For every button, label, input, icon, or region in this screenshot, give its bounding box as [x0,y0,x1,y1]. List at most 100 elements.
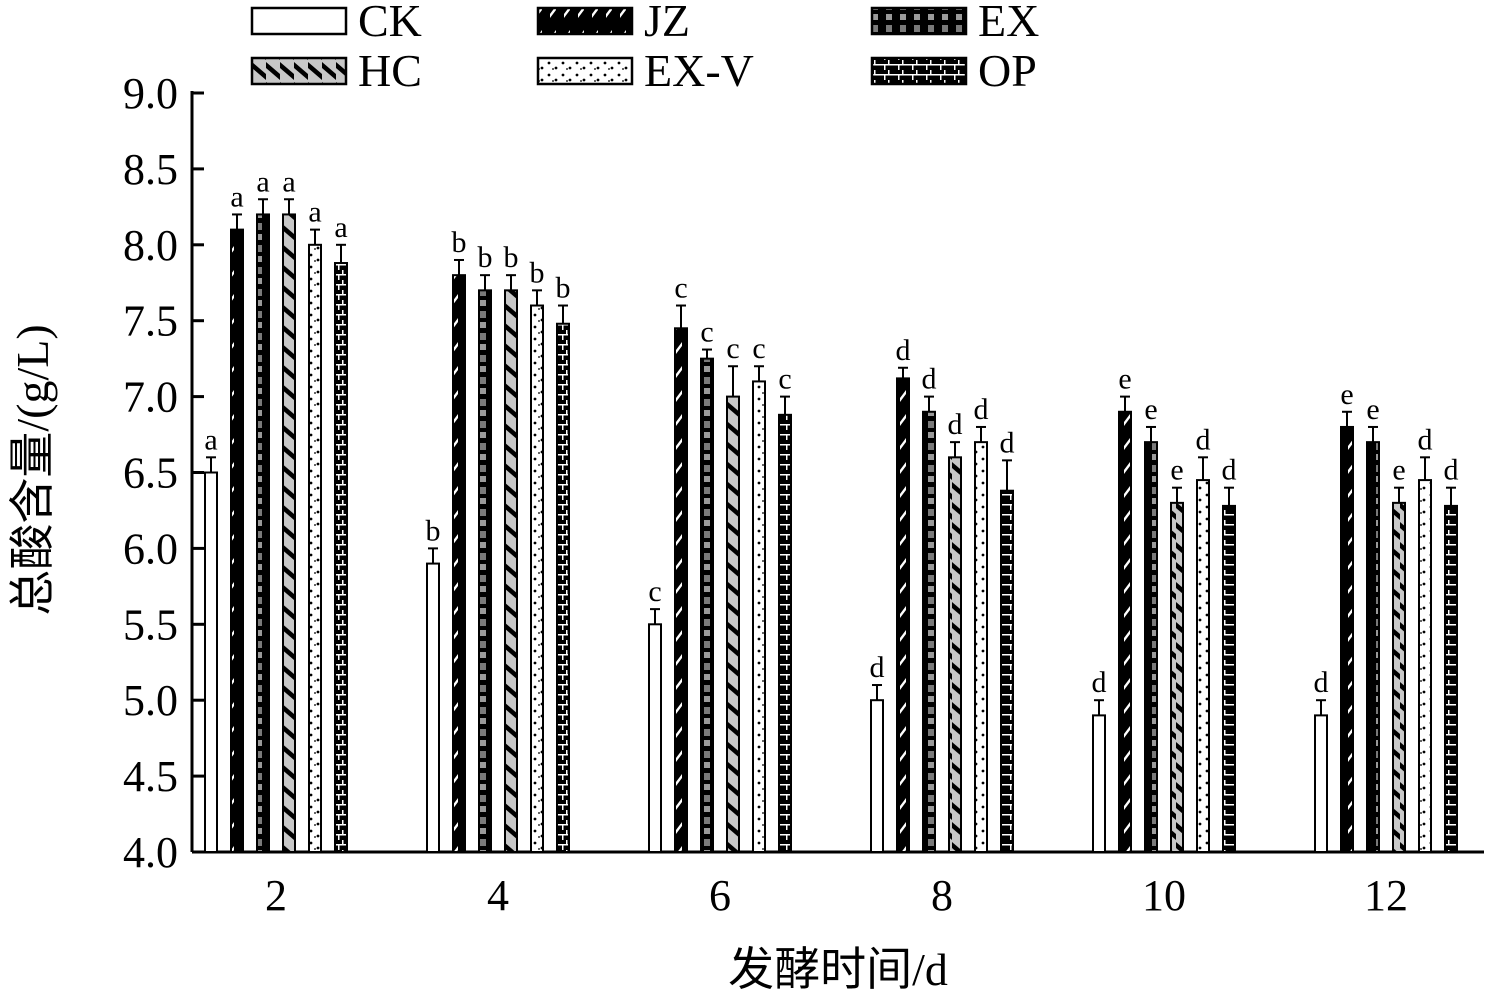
legend-label-ck: CK [358,0,422,46]
significance-label: e [1366,393,1379,426]
significance-label: a [230,180,243,213]
x-axis: 2 4 6 8 10 12 [192,850,1484,920]
significance-label: a [282,165,295,198]
bar-ex-v-8 [974,441,988,853]
y-tick-label: 6.0 [123,524,178,573]
x-tick-label: 6 [709,871,731,920]
bar-op-8 [1000,489,1014,853]
bar-op-4 [556,322,570,853]
legend-swatch-hc [250,56,348,86]
bar-hc-6 [726,395,740,853]
legend-swatch-ck [250,6,348,36]
y-tick-label: 8.0 [123,221,178,270]
bar-ck-12 [1314,714,1328,853]
bar-hc-4 [504,289,518,853]
legend-swatch-jz [536,6,634,36]
y-tick-label: 7.0 [123,373,178,422]
x-tick-label: 4 [487,871,509,920]
significance-label: d [974,393,989,426]
y-axis: 4.0 4.5 5.0 5.5 6.0 6.5 7.0 7.5 8.0 8.5 9.0 [123,69,204,877]
significance-label: c [648,575,661,608]
bar-ck-6 [648,623,662,853]
significance-label: e [1392,454,1405,487]
significance-label: d [896,334,911,367]
x-tick-label: 2 [265,871,287,920]
significance-label: b [504,241,519,274]
significance-label: b [530,256,545,289]
significance-label: c [700,316,713,349]
bar-op-6 [778,413,792,853]
bar-ex-8 [922,410,936,853]
legend: CK JZ EX HC EX-V OP [250,0,1039,96]
y-tick-label: 4.0 [123,828,178,877]
bar-ex-4 [478,289,492,853]
significance-label: c [674,272,687,305]
legend-label-jz: JZ [644,0,690,46]
bar-ex-v-2 [308,243,322,854]
bar-ck-4 [426,562,440,854]
significance-label: a [334,211,347,244]
bar-hc-10 [1170,501,1184,853]
significance-label: b [452,226,467,259]
bar-op-2 [334,262,348,853]
x-tick-label: 8 [931,871,953,920]
significance-label: d [922,363,937,396]
significance-label: d [1444,454,1459,487]
legend-label-op: OP [978,45,1037,96]
significance-label: d [1092,666,1107,699]
bar-op-12 [1444,504,1458,853]
bar-hc-8 [948,456,962,853]
y-tick-label: 5.0 [123,676,178,725]
legend-label-ex: EX [978,0,1039,46]
bar-jz-4 [452,274,466,854]
y-tick-label: 7.5 [123,297,178,346]
legend-label-ex-v: EX-V [644,45,754,96]
bar-jz-10 [1118,410,1132,853]
significance-label: e [1340,378,1353,411]
bar-ex-2 [256,213,270,853]
bar-jz-2 [230,228,244,853]
significance-label: d [1314,666,1329,699]
legend-label-hc: HC [358,45,422,96]
bar-ex-12 [1366,441,1380,853]
y-tick-label: 4.5 [123,752,178,801]
significance-label: b [556,272,571,305]
bar-hc-12 [1392,501,1406,853]
legend-swatch-ex [870,6,968,36]
significance-label: c [726,332,739,365]
bar-ck-10 [1092,714,1106,853]
bar-ex-v-6 [752,380,766,853]
bar-jz-12 [1340,425,1354,853]
y-axis-title: 总酸含量/(g/L) [7,324,58,615]
legend-swatch-ex-v [536,56,634,86]
significance-label: a [204,423,217,456]
significance-label: d [948,408,963,441]
bar-hc-2 [282,213,296,853]
significance-label: d [1418,423,1433,456]
bar-ck-8 [870,699,884,854]
bar-ex-6 [700,357,714,853]
significance-label: d [1222,454,1237,487]
bar-ex-v-4 [530,304,544,853]
y-tick-label: 8.5 [123,145,178,194]
bar-jz-6 [674,327,688,854]
bar-ck-2 [204,471,218,853]
y-tick-label: 5.5 [123,600,178,649]
bar-op-10 [1222,504,1236,853]
significance-label: c [778,363,791,396]
x-axis-title: 发酵时间/d [728,944,948,995]
bar-ex-v-10 [1196,479,1210,853]
bar-ex-10 [1144,441,1158,853]
significance-label: c [752,332,765,365]
y-tick-label: 6.5 [123,449,178,498]
x-tick-label: 10 [1142,871,1186,920]
significance-label: b [478,241,493,274]
significance-label: a [308,196,321,229]
significance-label: e [1170,454,1183,487]
legend-swatch-op [870,56,968,86]
x-tick-label: 12 [1364,871,1408,920]
significance-label: d [1000,426,1015,459]
